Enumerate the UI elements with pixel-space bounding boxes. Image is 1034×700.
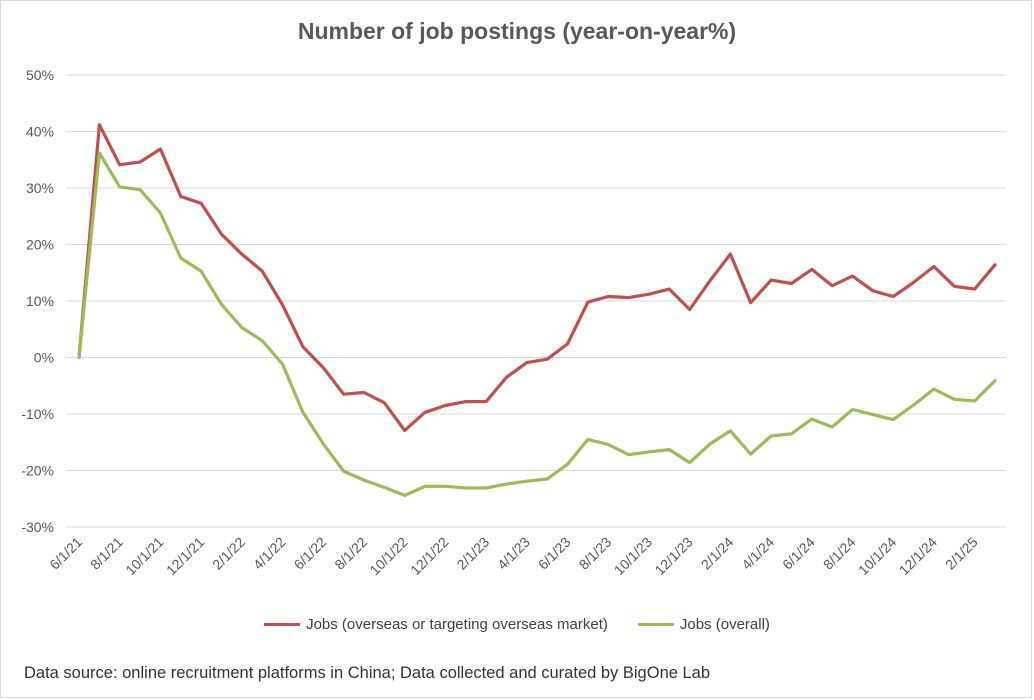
y-tick-label: 0% xyxy=(34,350,54,366)
x-tick-label: 6/1/23 xyxy=(535,534,574,573)
chart-title: Number of job postings (year-on-year%) xyxy=(297,18,737,44)
x-tick-label: 10/1/23 xyxy=(611,534,655,578)
x-tick-label: 2/1/25 xyxy=(942,534,981,573)
y-tick-label: 50% xyxy=(26,67,54,83)
legend-item-overseas: Jobs (overseas or targeting overseas mar… xyxy=(264,616,608,633)
y-tick-label: 10% xyxy=(26,293,54,309)
x-tick-label: 6/1/21 xyxy=(46,534,85,573)
legend-swatch-overseas xyxy=(264,623,301,626)
x-tick-label: 4/1/24 xyxy=(738,534,777,573)
x-tick-label: 4/1/23 xyxy=(494,534,533,573)
x-tick-label: 6/1/24 xyxy=(779,534,818,573)
data-source-note: Data source: online recruitment platform… xyxy=(24,664,711,682)
legend-label-overseas: Jobs (overseas or targeting overseas mar… xyxy=(306,616,608,633)
legend-item-overall: Jobs (overall) xyxy=(637,616,770,633)
y-tick-label: 30% xyxy=(26,180,54,196)
x-tick-label: 4/1/22 xyxy=(250,534,289,573)
x-tick-label: 12/1/21 xyxy=(163,534,207,578)
y-tick-label: 20% xyxy=(26,237,54,253)
x-tick-label: 2/1/22 xyxy=(209,534,248,573)
x-tick-label: 8/1/24 xyxy=(820,534,859,573)
x-tick-label: 8/1/23 xyxy=(576,534,615,573)
x-tick-label: 10/1/24 xyxy=(855,534,899,578)
legend-swatch-overall xyxy=(637,623,674,626)
legend-label-overall: Jobs (overall) xyxy=(679,616,770,633)
x-tick-label: 12/1/22 xyxy=(407,534,451,578)
series-line-overseas xyxy=(77,123,997,432)
y-tick-label: 40% xyxy=(26,124,54,140)
x-tick-label: 12/1/23 xyxy=(651,534,695,578)
y-tick-label: -30% xyxy=(21,519,54,535)
x-tick-label: 10/1/21 xyxy=(122,534,166,578)
x-tick-label: 6/1/22 xyxy=(291,534,330,573)
y-tick-label: -10% xyxy=(21,406,54,422)
series-line-overall xyxy=(77,151,997,497)
x-tick-label: 8/1/22 xyxy=(331,534,370,573)
y-tick-label: -20% xyxy=(21,463,54,479)
x-tick-label: 2/1/23 xyxy=(453,534,492,573)
x-tick-label: 2/1/24 xyxy=(698,534,737,573)
chart-legend: Jobs (overseas or targeting overseas mar… xyxy=(0,616,1034,633)
x-tick-label: 12/1/24 xyxy=(896,534,940,578)
x-tick-label: 10/1/22 xyxy=(366,534,410,578)
x-tick-label: 8/1/21 xyxy=(87,534,126,573)
